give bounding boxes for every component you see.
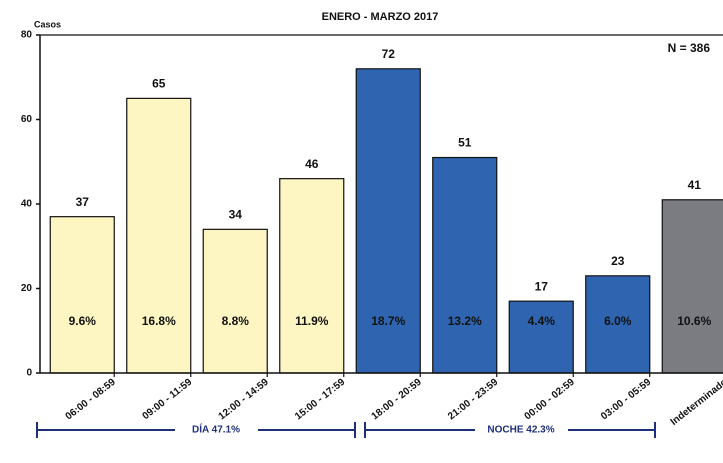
y-axis-label: Casos [34,19,61,29]
percent-label: 6.0% [604,314,632,328]
value-label: 17 [535,279,549,293]
x-tick-label: 00:00 - 02:59 [523,377,577,423]
bar [432,156,498,374]
percent-label: 13.2% [448,314,482,328]
y-tick-label: 20 [21,283,33,294]
percent-label: 16.8% [142,314,176,328]
x-tick-label: 21:00 - 23:59 [446,377,500,423]
value-label: 23 [611,254,625,268]
group-label: NOCHE 42.3% [487,425,554,436]
percent-label: 10.6% [677,314,711,328]
percent-label: 18.7% [371,314,405,328]
group-label: DÍA 47.1% [192,423,240,436]
chart-title: ENERO - MARZO 2017 [322,11,439,23]
y-tick-label: 80 [21,30,33,41]
value-label: 34 [229,208,243,222]
x-tick-label: 03:00 - 05:59 [599,377,653,423]
percent-label: 4.4% [528,314,556,328]
value-label: 41 [688,178,702,192]
value-label: 65 [152,77,166,91]
x-tick-label: 06:00 - 08:59 [64,377,118,423]
x-tick-label: 12:00 - 14:59 [217,377,271,423]
x-tick-label: Indeterminado [669,377,723,428]
bar [126,97,192,374]
group-bracket [36,422,656,438]
value-label: 51 [458,136,472,150]
percent-label: 8.8% [222,314,250,328]
y-tick-label: 40 [21,199,33,210]
bar [661,199,723,374]
x-tick-label: 15:00 - 17:59 [293,377,347,423]
bar [585,275,651,374]
bar [279,178,345,374]
bar [49,216,115,374]
x-tick-label: 18:00 - 20:59 [370,377,424,423]
value-label: 46 [305,157,319,171]
value-label: 37 [76,195,90,209]
y-tick-label: 0 [26,368,32,379]
x-tick-label: 09:00 - 11:59 [141,377,195,423]
percent-label: 11.9% [295,314,329,328]
y-tick-label: 60 [21,114,33,125]
bar [508,300,574,374]
percent-label: 9.6% [69,314,97,328]
bar [202,228,268,374]
bar [355,68,421,374]
annotation: N = 386 [668,41,711,55]
value-label: 72 [382,47,396,61]
